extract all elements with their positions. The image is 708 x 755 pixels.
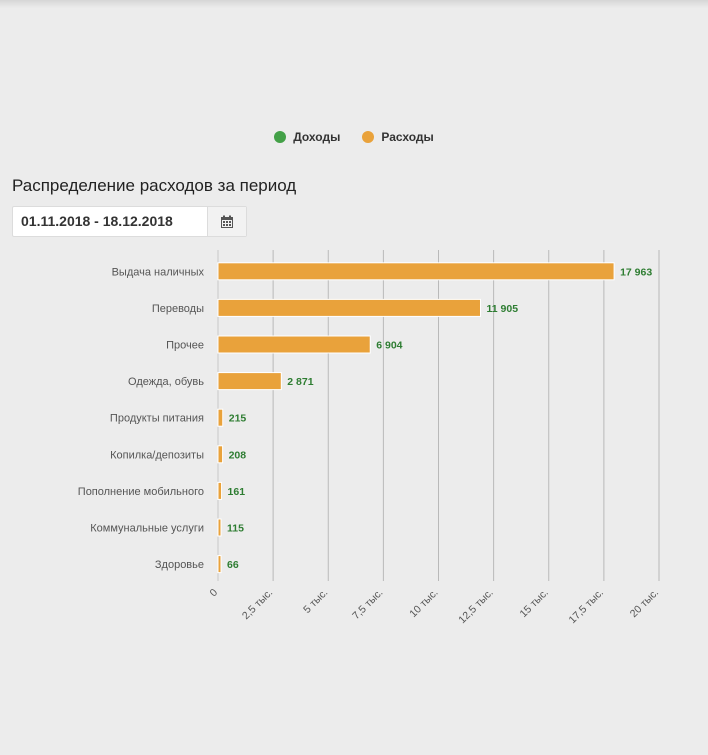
top-shadow xyxy=(0,0,708,8)
chart-legend: Доходы Расходы xyxy=(0,130,708,144)
x-tick-label: 2,5 тыс. xyxy=(240,587,275,622)
data-label: 115 xyxy=(227,523,244,535)
bar[interactable] xyxy=(217,298,482,317)
data-label: 6 904 xyxy=(376,340,402,352)
bar[interactable] xyxy=(217,555,222,574)
category-label: Коммунальные услуги xyxy=(90,523,204,535)
x-tick-label: 12,5 тыс. xyxy=(456,587,496,627)
x-tick-label: 0 xyxy=(208,587,221,600)
x-tick-label: 7,5 тыс. xyxy=(350,587,385,622)
x-tick-label: 10 тыс. xyxy=(407,587,440,620)
calendar-button[interactable] xyxy=(207,207,246,236)
data-label: 11 905 xyxy=(487,303,519,315)
bar[interactable] xyxy=(217,518,222,537)
x-tick-label: 15 тыс. xyxy=(518,587,551,620)
data-label: 66 xyxy=(227,559,239,571)
category-label: Здоровье xyxy=(155,559,204,571)
bar[interactable] xyxy=(217,372,282,391)
date-range-picker[interactable]: 01.11.2018 - 18.12.2018 xyxy=(12,206,247,237)
data-label: 215 xyxy=(229,413,247,425)
x-tick-label: 5 тыс. xyxy=(301,587,330,616)
x-tick-label: 20 тыс. xyxy=(628,587,661,620)
legend-dot-income xyxy=(274,131,287,143)
date-range-input[interactable]: 01.11.2018 - 18.12.2018 xyxy=(21,213,173,229)
calendar-icon xyxy=(221,215,233,228)
bar[interactable] xyxy=(217,408,224,427)
section-title: Распределение расходов за период xyxy=(12,176,297,195)
bar[interactable] xyxy=(217,262,615,281)
bar[interactable] xyxy=(217,481,223,500)
category-label: Продукты питания xyxy=(110,413,204,425)
data-label: 2 871 xyxy=(287,376,313,388)
category-label: Копилка/депозиты xyxy=(110,449,204,461)
data-label: 208 xyxy=(229,449,247,461)
expense-bar-chart: Выдача наличных 17 963 Переводы 11 905 Проче… xyxy=(78,250,661,627)
legend-label-income: Доходы xyxy=(293,130,341,144)
legend-label-expenses: Расходы xyxy=(381,130,434,144)
category-label: Выдача наличных xyxy=(112,266,205,278)
category-label: Прочее xyxy=(166,340,204,352)
category-label: Переводы xyxy=(152,303,204,315)
category-label: Пополнение мобильного xyxy=(78,486,204,498)
bar[interactable] xyxy=(217,335,371,354)
legend-dot-expenses xyxy=(362,131,375,143)
legend-item-income[interactable]: Доходы xyxy=(274,130,340,144)
bar[interactable] xyxy=(217,445,224,464)
x-tick-label: 17,5 тыс. xyxy=(566,587,606,627)
legend-item-expenses[interactable]: Расходы xyxy=(362,130,434,144)
category-label: Одежда, обувь xyxy=(128,376,204,388)
data-label: 161 xyxy=(228,486,246,498)
data-label: 17 963 xyxy=(620,266,652,278)
